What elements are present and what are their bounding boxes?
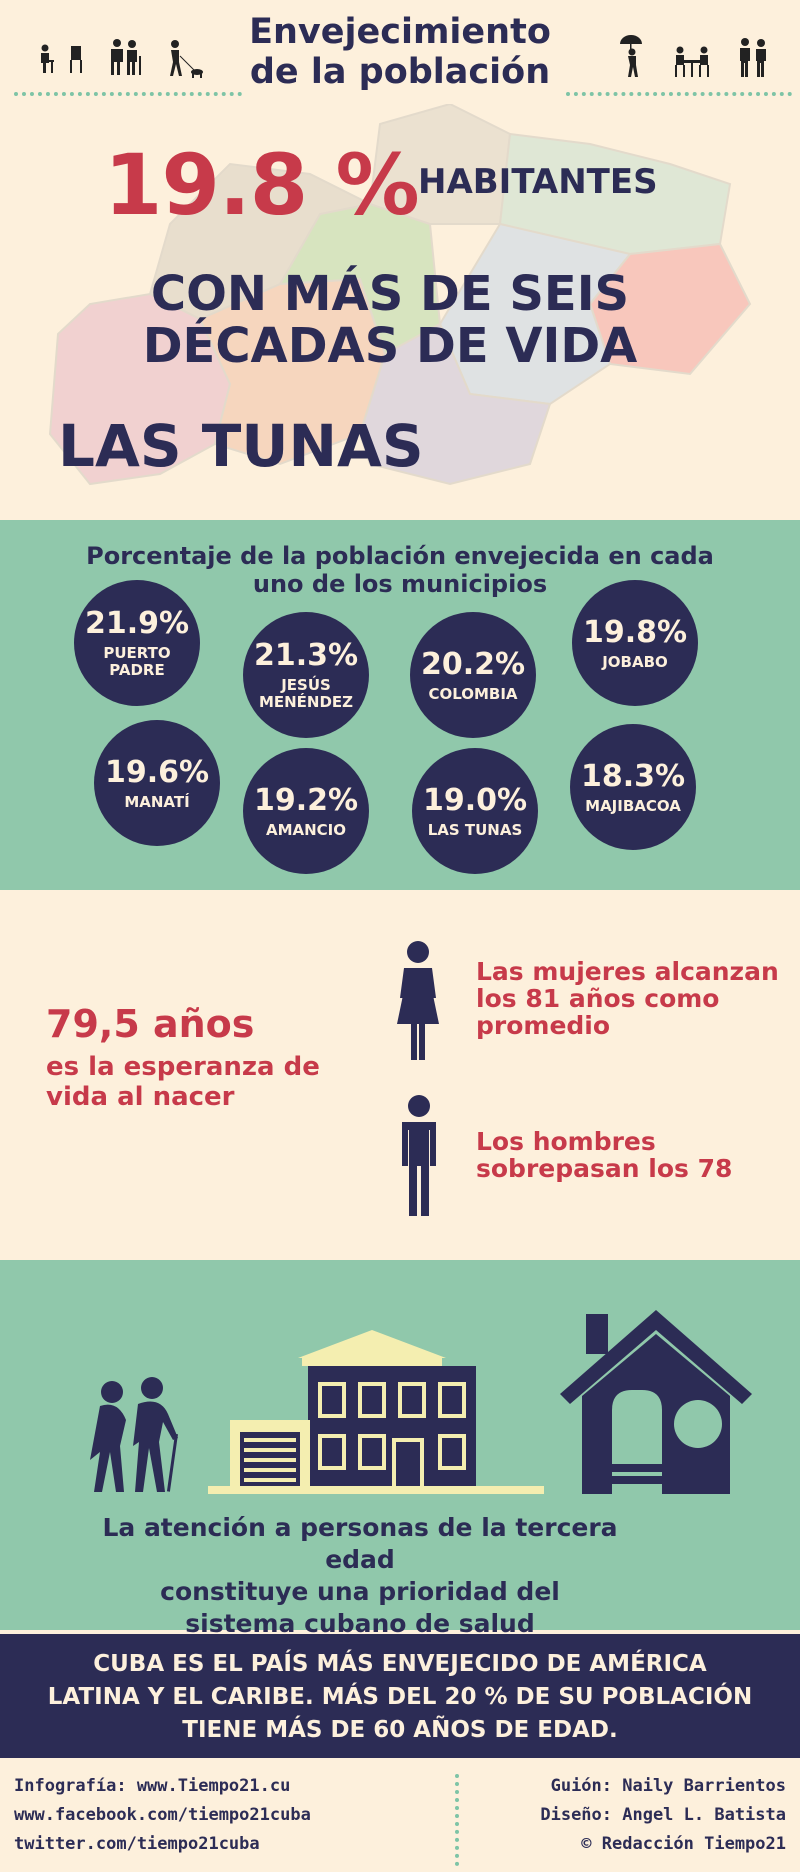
- title-line-1: Envejecimiento: [249, 12, 551, 52]
- elder-couple-icon: [111, 39, 141, 75]
- table-chairs-icon: [675, 46, 709, 77]
- province-map-icon: [48, 104, 752, 486]
- life-expectancy-value: 79,5 años: [46, 1002, 255, 1046]
- elderly-care-section: La atención a personas de la tercera eda…: [0, 1260, 800, 1638]
- life-caption-line-1: es la esperanza de: [46, 1052, 320, 1082]
- care-line-2: constituye una prioridad del: [160, 1577, 560, 1606]
- municipalities-section: Porcentaje de la población envejecida en…: [0, 520, 800, 890]
- painter-easel-icon: [70, 46, 82, 73]
- men-expectancy-text: Los hombres sobrepasan los 78: [476, 1128, 786, 1182]
- elderly-couple-icon: [90, 1377, 178, 1492]
- care-line-1: La atención a personas de la tercera eda…: [102, 1513, 618, 1574]
- municipality-badge: 19.2% AMANCIO: [243, 748, 369, 874]
- man-icon: [402, 1095, 436, 1216]
- life-expectancy-section: 79,5 años es la esperanza de vida al nac…: [0, 890, 800, 1260]
- life-caption-line-2: vida al nacer: [46, 1082, 235, 1112]
- umbrella-walker-icon: [620, 35, 642, 77]
- care-line-3: sistema cubano de salud: [185, 1609, 535, 1638]
- footer-divider: [455, 1774, 459, 1866]
- municipality-name: LAS TUNAS: [427, 820, 523, 839]
- municipalities-title-line-2: uno de los municipios: [252, 570, 548, 598]
- municipality-name: AMANCIO: [265, 820, 347, 839]
- municipality-percent: 19.6%: [104, 754, 210, 790]
- municipality-name: JESÚS MENÉNDEZ: [258, 676, 354, 711]
- municipality-percent: 21.9%: [84, 606, 190, 641]
- woman-icon: [397, 941, 439, 1060]
- walking-pair-icon: [740, 38, 766, 77]
- municipality-percent: 19.0%: [422, 782, 528, 818]
- dotted-divider-right: [566, 92, 792, 96]
- banner-line-2: LATINA Y EL CARIBE. MÁS DEL 20 % DE SU P…: [47, 1684, 753, 1710]
- credit-twitter: twitter.com/tiempo21cuba: [14, 1834, 260, 1854]
- women-line-3: promedio: [476, 1011, 611, 1040]
- municipalities-title: Porcentaje de la población envejecida en…: [40, 542, 760, 598]
- credit-copyright: © Redacción Tiempo21: [581, 1834, 786, 1854]
- women-line-1: Las mujeres alcanzan: [476, 957, 779, 986]
- banner-text: CUBA ES EL PAÍS MÁS ENVEJECIDO DE AMÉRIC…: [20, 1648, 780, 1747]
- elderly-care-text: La atención a personas de la tercera eda…: [80, 1512, 640, 1640]
- municipalities-title-line-1: Porcentaje de la población envejecida en…: [86, 542, 714, 570]
- title-line-2: de la población: [249, 52, 551, 92]
- municipality-percent: 20.2%: [420, 646, 526, 682]
- municipality-percent: 19.2%: [253, 782, 359, 818]
- author-credits: Guión: Naily Barrientos Diseño: Angel L.…: [540, 1772, 786, 1859]
- municipality-name: COLOMBIA: [428, 684, 518, 703]
- hero-section: 19.8 % HABITANTES CON MÁS DE SEIS DÉCADA…: [0, 100, 800, 520]
- credit-design: Diseño: Angel L. Batista: [540, 1805, 786, 1825]
- home-icon: [560, 1310, 752, 1494]
- municipality-badge: 19.6% MANATÍ: [94, 720, 220, 846]
- men-line-1: Los hombres: [476, 1127, 656, 1156]
- page-title: Envejecimiento de la población: [200, 12, 600, 92]
- seated-elder-icon: [41, 44, 54, 73]
- walking-dog-icon: [170, 40, 203, 78]
- footer: Infografía: www.Tiempo21.cu www.facebook…: [0, 1758, 800, 1872]
- municipality-badge: 18.3% MAJIBACOA: [570, 724, 696, 850]
- decades-line-1: CON MÁS DE SEIS: [150, 266, 630, 322]
- municipality-percent: 19.8%: [582, 614, 688, 650]
- municipality-name: JOBABO: [602, 652, 668, 671]
- habitantes-label: HABITANTES: [418, 162, 658, 202]
- women-expectancy-text: Las mujeres alcanzan los 81 años como pr…: [476, 958, 786, 1039]
- credit-facebook: www.facebook.com/tiempo21cuba: [14, 1805, 311, 1825]
- header: Envejecimiento de la población: [0, 0, 800, 100]
- municipality-badge: 21.9% PUERTO PADRE: [74, 580, 200, 706]
- decades-line-2: DÉCADAS DE VIDA: [142, 318, 638, 374]
- decades-headline: CON MÁS DE SEIS DÉCADAS DE VIDA: [60, 268, 720, 372]
- municipality-percent: 21.3%: [253, 638, 359, 673]
- hospital-building-icon: [208, 1330, 544, 1494]
- municipality-name: MAJIBACOA: [585, 796, 681, 815]
- headline-percent: 19.8 %: [104, 136, 420, 234]
- banner-line-1: CUBA ES EL PAÍS MÁS ENVEJECIDO DE AMÉRIC…: [93, 1651, 707, 1677]
- cuba-fact-banner: CUBA ES EL PAÍS MÁS ENVEJECIDO DE AMÉRIC…: [0, 1634, 800, 1758]
- credit-script: Guión: Naily Barrientos: [550, 1776, 786, 1796]
- life-expectancy-caption: es la esperanza de vida al nacer: [46, 1052, 366, 1112]
- municipality-name: PUERTO PADRE: [103, 644, 171, 679]
- municipality-name: MANATÍ: [124, 792, 190, 811]
- men-line-2: sobrepasan los 78: [476, 1154, 733, 1183]
- source-credits: Infografía: www.Tiempo21.cu www.facebook…: [14, 1772, 311, 1859]
- municipality-badge: 20.2% COLOMBIA: [410, 612, 536, 738]
- credit-website: Infografía: www.Tiempo21.cu: [14, 1776, 291, 1796]
- dotted-divider-left: [14, 92, 242, 96]
- municipality-badge: 21.3% JESÚS MENÉNDEZ: [243, 612, 369, 738]
- municipality-percent: 18.3%: [580, 758, 686, 794]
- province-name: LAS TUNAS: [58, 412, 424, 480]
- municipality-badge: 19.8% JOBABO: [572, 580, 698, 706]
- banner-line-3: TIENE MÁS DE 60 AÑOS DE EDAD.: [182, 1717, 618, 1743]
- municipality-badge: 19.0% LAS TUNAS: [412, 748, 538, 874]
- women-line-2: los 81 años como: [476, 984, 720, 1013]
